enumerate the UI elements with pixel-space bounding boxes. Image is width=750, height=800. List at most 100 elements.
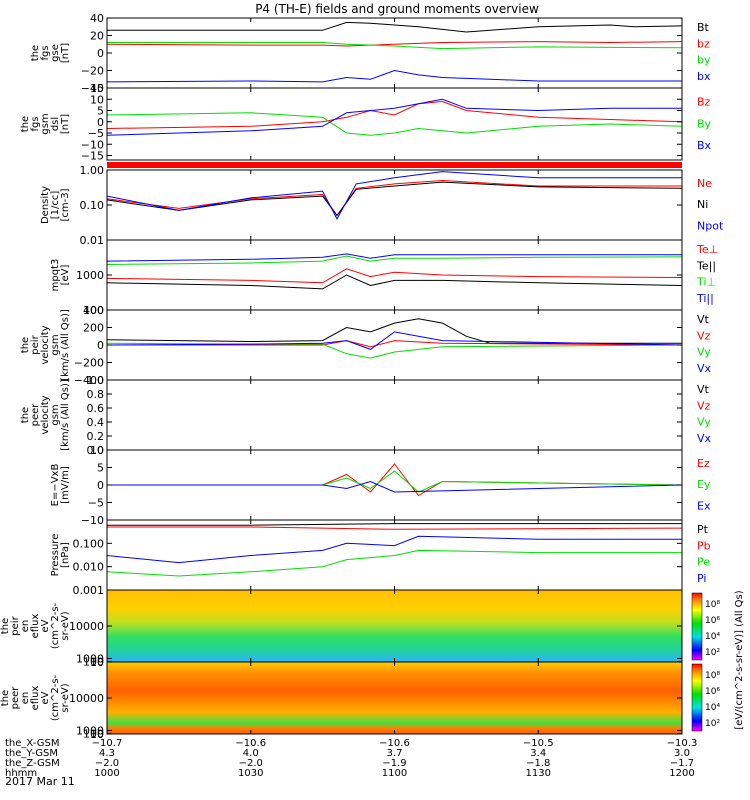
x-axis-value: −10.3 <box>667 738 698 749</box>
x-axis-value: 1030 <box>238 768 263 779</box>
series-line-bz <box>106 41 683 47</box>
legend-Ti||: Ti|| <box>696 292 714 305</box>
y-tick-label: 0.001 <box>73 584 105 597</box>
legend-Ne: Ne <box>697 177 712 190</box>
panel-frame <box>106 17 683 89</box>
legend-Vy: Vy <box>697 346 711 359</box>
y-tick-label: 5 <box>97 462 104 475</box>
series-line-Bx <box>106 98 682 136</box>
panel-p3: 1.00 0.10 0.01 Density[1/cc][cm-3] Ne Ni Npot <box>40 164 724 247</box>
y-tick-label: 400 <box>83 304 104 317</box>
figure-title: P4 (TH-E) fields and ground moments over… <box>255 2 539 16</box>
colorbar-tick-label: 10² <box>705 719 720 729</box>
legend-Te⊥: Te⊥ <box>696 243 718 256</box>
x-axis-value: 3.7 <box>387 748 403 759</box>
y-tick-label: −5 <box>88 127 104 140</box>
y-tick-label: 10 <box>90 728 104 741</box>
x-axis-value: 4.3 <box>99 748 115 759</box>
x-axis-ephemeris: the_X-GSM −10.7 −10.6 −10.6 −10.5 −10.3 the_Y-… <box>5 738 697 779</box>
legend-Pb: Pb <box>697 539 711 552</box>
y-tick-label: 20 <box>90 30 104 43</box>
y-tick-label: 0 <box>97 339 104 352</box>
series-line-By <box>106 112 683 136</box>
series-line-Vx <box>106 331 683 350</box>
heatmap-fill <box>107 662 682 734</box>
legend-bx: bx <box>697 70 711 83</box>
series-line-Vt <box>106 318 682 344</box>
x-axis-row-label: the_Y-GSM <box>5 748 58 759</box>
y-tick-label: 0.10 <box>80 199 105 212</box>
x-axis-value: 3.0 <box>674 748 690 759</box>
x-axis-value: −10.5 <box>523 738 554 749</box>
legend-Vy: Vy <box>697 416 711 429</box>
series-line-Pe <box>106 549 682 577</box>
y-tick-label: 0.6 <box>87 402 105 415</box>
panel-p4: 1000 100 mpqt3[eV] Te⊥ Te|| Ti⊥ Ti|| <box>50 239 718 317</box>
y-tick-label: 10 <box>90 656 104 669</box>
y-tick-label: 100 <box>83 304 104 317</box>
y-tick-label: 1000 <box>76 724 104 737</box>
colorbar-tick-label: 10⁸ <box>705 600 720 610</box>
legend-by: by <box>697 54 711 67</box>
series-line-Te⊥ <box>106 268 683 284</box>
panel-p6: 1.00.80.60.40.20.0 thepeervelocitygsm[km/… <box>20 374 712 457</box>
legend-Ni: Ni <box>697 198 708 211</box>
x-axis-value: 1200 <box>669 768 694 779</box>
x-axis-value: −1.8 <box>526 758 550 769</box>
y-tick-label: 15 <box>90 82 104 95</box>
panel-p7: 10 5 0 −5 −10 E=−VxB[mV/m] Ez Ey Ex <box>50 444 711 527</box>
x-axis-value: 4.0 <box>243 748 259 759</box>
y-tick-label: 1.00 <box>80 164 105 177</box>
legend-bz: bz <box>697 37 710 50</box>
colorbar-strip <box>691 592 703 661</box>
x-axis-value: −10.7 <box>92 738 123 749</box>
legend-Te||: Te|| <box>696 259 716 272</box>
legend-Pt: Pt <box>697 523 709 536</box>
x-axis-row-label: the_X-GSM <box>5 738 59 749</box>
y-tick-label: 0.2 <box>87 430 105 443</box>
y-axis-label: mpqt3[eV] <box>50 259 71 292</box>
y-axis-label: Pressure[nPa] <box>50 534 71 577</box>
series-line-Npot <box>106 171 682 220</box>
y-axis-label: thefgsgsmdsl[nT] <box>20 113 71 134</box>
y-tick-label: 0 <box>97 116 104 129</box>
x-axis-value: 1100 <box>382 768 407 779</box>
colorbar-tick-label: 10⁶ <box>705 616 720 626</box>
y-tick-label: 0.8 <box>87 388 105 401</box>
series-line-Bt <box>107 21 683 33</box>
legend-Ti⊥: Ti⊥ <box>696 276 716 289</box>
colorbar-label: [eV/(cm^2-s-sr-eV)] (All Qs) <box>734 590 745 729</box>
series-line-Ez <box>107 463 683 497</box>
series-line-Pi <box>106 535 682 564</box>
colorbar: 10⁸ 10⁶ 10⁴ 10² 10⁸ 10⁶ 10⁴ 10² [eV/(cm^2-s-sr-e… <box>691 590 745 732</box>
x-axis-value: −10.6 <box>379 738 410 749</box>
x-axis-value: 3.4 <box>530 748 546 759</box>
x-axis-row-label: the_Z-GSM <box>5 758 60 769</box>
y-tick-label: 0.01 <box>80 234 105 247</box>
colorbar-tick-label: 10⁴ <box>705 703 720 713</box>
x-axis-value: 1130 <box>526 768 551 779</box>
y-tick-label: 10 <box>90 444 104 457</box>
y-tick-label: 0 <box>97 47 104 60</box>
y-tick-label: −10 <box>81 514 104 527</box>
y-tick-label: −400 <box>74 374 104 387</box>
series-line-Te|| <box>106 274 683 290</box>
x-axis-value: 1000 <box>94 768 119 779</box>
x-axis-row-label: hhmm <box>5 768 37 779</box>
y-tick-label: 40 <box>90 12 104 25</box>
legend-Bz: Bz <box>697 95 711 108</box>
panel-p1: 40 20 0 −20 −40 thefgsgse[nT] Bt bz by bx <box>30 12 711 95</box>
legend-Vz: Vz <box>697 329 711 342</box>
y-tick-label: 10000 <box>69 620 104 633</box>
y-tick-label: −10 <box>81 138 104 151</box>
legend-Vx: Vx <box>697 362 712 375</box>
legend-Ex: Ex <box>697 499 711 512</box>
x-axis-value: −2.0 <box>95 758 119 769</box>
y-tick-label: 0.4 <box>87 416 105 429</box>
y-tick-label: 0 <box>97 479 104 492</box>
separator-bar <box>107 162 682 168</box>
x-axis-value: −2.0 <box>239 758 263 769</box>
colorbar-tick-label: 10⁴ <box>705 632 720 642</box>
